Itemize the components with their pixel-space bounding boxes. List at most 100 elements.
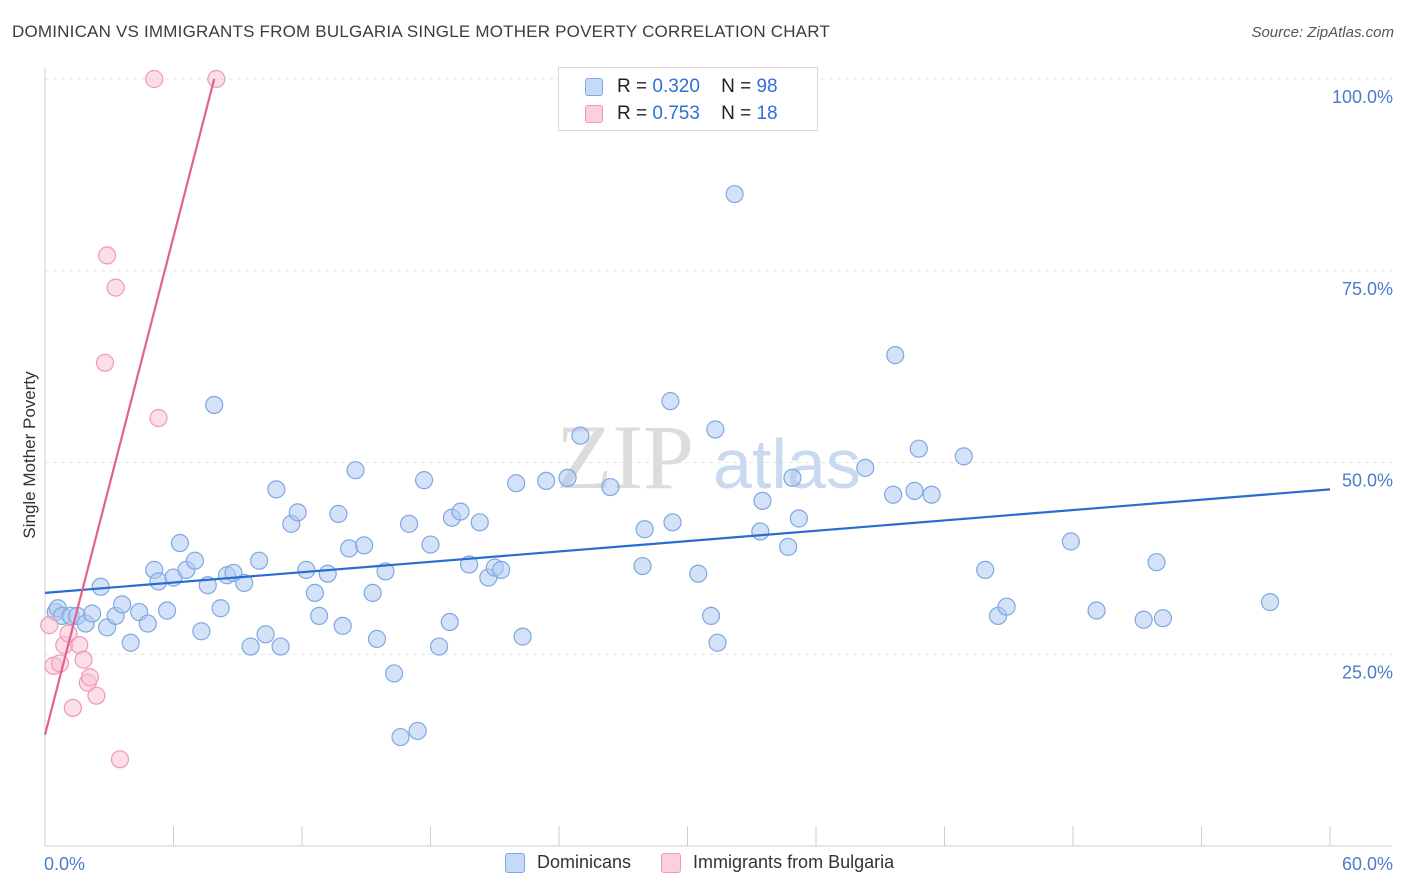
tick-labels: 25.0% 50.0% 75.0% 100.0% 0.0% 60.0% <box>44 87 1393 874</box>
dominicans-point <box>1147 553 1166 572</box>
legend-r-label: R = <box>617 76 648 97</box>
dominicans-point <box>256 625 275 644</box>
dominicans-point <box>363 583 382 602</box>
legend-swatch-pink <box>661 852 682 873</box>
dominicans-point <box>513 627 532 646</box>
dominicans-point <box>537 471 556 491</box>
dominicans-point <box>492 560 511 579</box>
watermark-atlas: atlas <box>713 425 861 503</box>
bulgaria-point <box>95 353 115 372</box>
dominicans-point <box>429 637 449 656</box>
legend-item-bulgaria: Immigrants from Bulgaria <box>661 852 894 873</box>
x-tick-label: 60.0% <box>1342 854 1393 874</box>
legend-row-bulgaria: R = 0.753 N = 18 <box>585 103 778 125</box>
y-tick-label: 25.0% <box>1342 662 1393 682</box>
dominicans-point <box>340 539 359 558</box>
dominicans-point <box>954 447 973 466</box>
correlation-legend: R = 0.320 N = 98 R = 0.753 N = 18 <box>558 67 818 131</box>
legend-label-bulgaria: Immigrants from Bulgaria <box>693 852 895 872</box>
dominicans-point <box>783 468 802 487</box>
dominicans-point <box>305 583 324 602</box>
dominicans-point <box>459 555 479 574</box>
dominicans-point <box>250 551 269 570</box>
bulgaria-point <box>149 408 168 428</box>
legend-swatch-blue <box>505 852 525 873</box>
dominicans-point <box>601 477 620 497</box>
dominicans-point <box>571 426 590 445</box>
dominicans-point <box>701 606 721 626</box>
y-axis-label: Single Mother Poverty <box>20 371 39 539</box>
dominicans-point <box>883 485 903 504</box>
series-legend: Dominicans Immigrants from Bulgaria <box>505 852 924 873</box>
chart-title: DOMINICAN VS IMMIGRANTS FROM BULGARIA SI… <box>12 22 830 41</box>
bulgaria-point <box>145 69 164 89</box>
dominicans-point <box>1134 610 1153 629</box>
legend-n-label: N = <box>721 76 752 97</box>
dominicans-point <box>633 556 652 576</box>
dominicans-trend-line <box>44 488 1331 594</box>
dominicans-point <box>663 513 682 532</box>
dominicans-point <box>318 564 337 583</box>
dominicans-point <box>329 504 348 523</box>
legend-r-value: 0.320 <box>652 76 700 97</box>
dominicans-point <box>725 184 744 204</box>
y-tick-label: 100.0% <box>1332 87 1393 107</box>
dominicans-point <box>235 573 254 593</box>
dominicans-point <box>421 535 440 554</box>
watermark: ZIP atlas <box>556 406 861 508</box>
series-bulgaria <box>40 69 226 769</box>
dominicans-point <box>905 481 924 500</box>
dominicans-point <box>976 560 995 579</box>
x-tick-label: 0.0% <box>44 854 85 874</box>
legend-label-dominicans: Dominicans <box>537 852 632 872</box>
dominicans-point <box>399 514 419 533</box>
dominicans-point <box>753 491 772 510</box>
legend-swatch-pink <box>585 105 603 123</box>
legend-r-value: 0.753 <box>652 103 700 124</box>
dominicans-point <box>886 346 905 365</box>
legend-n-label: N = <box>721 103 752 124</box>
dominicans-point <box>558 468 577 487</box>
bulgaria-point <box>80 668 100 687</box>
series-dominicans <box>46 184 1280 747</box>
dominicans-point <box>1260 592 1280 612</box>
legend-n-value: 98 <box>756 76 778 97</box>
dominicans-point <box>355 536 374 555</box>
bulgaria-point <box>98 246 117 265</box>
dominicans-point <box>310 606 329 626</box>
dominicans-point <box>856 458 875 477</box>
dominicans-point <box>288 503 307 522</box>
dominicans-point <box>211 599 230 618</box>
axes <box>44 68 1392 847</box>
dominicans-point <box>507 474 526 493</box>
dominicans-point <box>333 616 352 635</box>
dominicans-point <box>661 392 680 411</box>
dominicans-point <box>440 612 459 632</box>
bulgaria-point <box>63 698 82 718</box>
source-credit: Source: ZipAtlas.com <box>1251 24 1394 41</box>
dominicans-point <box>185 551 205 570</box>
dominicans-point <box>1061 532 1080 551</box>
legend-n-value: 18 <box>756 103 778 124</box>
trend-lines <box>43 78 1331 736</box>
watermark-zip: ZIP <box>556 406 694 508</box>
dominicans-point <box>408 721 427 741</box>
y-tick-label: 50.0% <box>1342 471 1393 491</box>
dominicans-point <box>1087 601 1106 620</box>
grid-lines <box>45 78 1392 655</box>
dominicans-point <box>346 461 365 480</box>
bulgaria-point <box>40 616 59 635</box>
dominicans-point <box>138 614 157 633</box>
dominicans-point <box>997 597 1016 616</box>
dominicans-point <box>689 564 708 583</box>
dominicans-point <box>414 471 434 490</box>
dominicans-point <box>922 485 941 504</box>
dominicans-point <box>1153 609 1173 628</box>
dominicans-point <box>706 420 725 439</box>
legend-row-dominicans: R = 0.320 N = 98 <box>585 76 778 98</box>
dominicans-point <box>297 560 316 579</box>
dominicans-point <box>241 637 260 656</box>
bulgaria-point <box>207 69 226 89</box>
dominicans-point <box>83 604 102 623</box>
dominicans-point <box>635 520 654 539</box>
